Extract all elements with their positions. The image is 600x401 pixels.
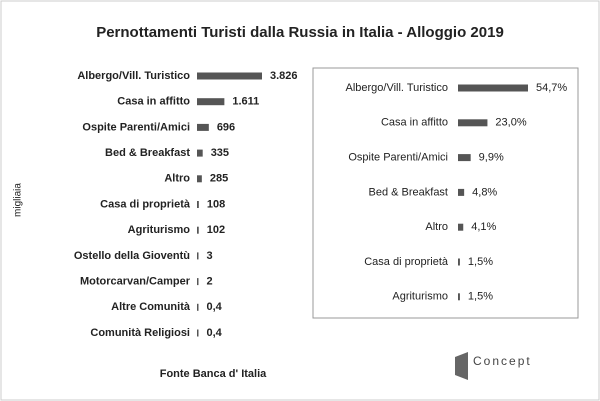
category-label: Altro: [164, 173, 190, 185]
source: Fonte Banca d' Italia: [160, 368, 267, 380]
value-label: 9,9%: [479, 152, 504, 164]
category-label: Altro: [425, 221, 448, 233]
value-label: 23,0%: [495, 117, 526, 129]
value-label: 0,4: [207, 301, 223, 313]
bar: [197, 149, 203, 157]
y-axis-label: migliaia: [13, 183, 24, 217]
bar: [197, 303, 199, 311]
bar: [197, 252, 199, 260]
value-label: 102: [207, 224, 225, 236]
value-label: 2: [207, 276, 213, 288]
category-label: Agriturismo: [128, 224, 191, 236]
bar: [197, 175, 202, 183]
value-label: 54,7%: [536, 82, 567, 94]
value-label: 696: [217, 121, 235, 133]
value-label: 4,1%: [471, 221, 496, 233]
category-label: Albergo/Vill. Turistico: [77, 70, 190, 82]
value-label: 108: [207, 198, 225, 210]
logo: Concept: [455, 352, 532, 380]
value-label: 1,5%: [468, 291, 493, 303]
bar: [458, 154, 471, 162]
left-chart: Albergo/Vill. Turistico 3.826 Casa in affi…: [74, 70, 298, 339]
brand: Concept: [473, 354, 532, 368]
category-label: Motorcarvan/Camper: [80, 276, 191, 288]
bar: [458, 223, 464, 231]
bar: [197, 98, 225, 106]
category-label: Casa di proprietà: [364, 256, 449, 268]
bar: [197, 278, 199, 286]
bar: [197, 123, 209, 131]
category-label: Casa di proprietà: [100, 198, 191, 210]
page-title: Pernottamenti Turisti dalla Russia in It…: [96, 24, 504, 41]
category-label: Bed & Breakfast: [369, 186, 449, 198]
value-label: 285: [210, 173, 228, 185]
category-label: Casa in affitto: [117, 96, 190, 108]
category-label: Ospite Parenti/Amici: [82, 121, 190, 133]
value-label: 1.611: [232, 96, 259, 108]
value-label: 4,8%: [472, 186, 497, 198]
category-label: Ostello della Gioventù: [74, 250, 190, 262]
category-label: Agriturismo: [392, 291, 448, 303]
category-label: Ospite Parenti/Amici: [348, 152, 448, 164]
category-label: Altre Comunità: [111, 301, 191, 313]
bar: [458, 119, 488, 127]
category-label: Albergo/Vill. Turistico: [345, 82, 448, 94]
value-label: 1,5%: [468, 256, 493, 268]
bar: [458, 293, 460, 301]
bar: [197, 201, 199, 208]
bar: [197, 72, 262, 80]
bar: [458, 258, 460, 266]
bar: [458, 188, 465, 196]
inset-frame: [312, 67, 579, 319]
right-chart: Albergo/Vill. Turistico 54,7% Casa in affi…: [345, 82, 567, 303]
bar: [197, 226, 199, 234]
bar: [458, 84, 528, 92]
value-label: 335: [211, 147, 229, 159]
value-label: 0,4: [207, 327, 223, 339]
value-label: 3.826: [270, 70, 298, 82]
category-label: Bed & Breakfast: [105, 147, 190, 159]
category-label: Comunità Religiosi: [90, 327, 190, 339]
logo-icon: [455, 352, 468, 380]
value-label: 3: [207, 250, 213, 262]
bar: [197, 329, 199, 337]
category-label: Casa in affitto: [381, 117, 448, 129]
